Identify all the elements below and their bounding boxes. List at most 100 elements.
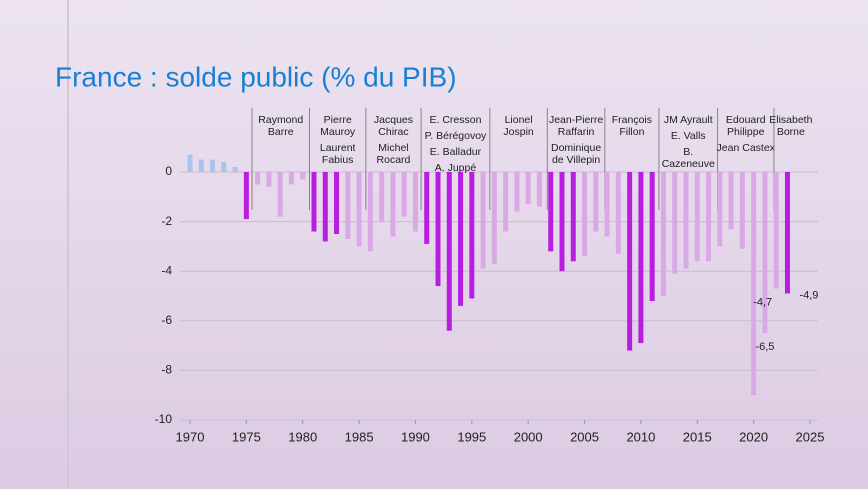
bar bbox=[255, 172, 261, 185]
bar bbox=[683, 172, 689, 269]
bar bbox=[694, 172, 700, 262]
government-name: Jacques bbox=[374, 114, 413, 126]
government-name: Michel bbox=[378, 142, 408, 154]
bar bbox=[412, 172, 418, 232]
bar bbox=[356, 172, 362, 247]
chart-title: France : solde public (% du PIB) bbox=[55, 61, 457, 92]
bar bbox=[751, 172, 757, 396]
government-name: Jean Castex bbox=[717, 142, 776, 154]
x-tick-label: 2020 bbox=[739, 429, 768, 444]
bar bbox=[615, 172, 621, 254]
bar bbox=[649, 172, 655, 301]
government-name: de Villepin bbox=[552, 154, 600, 166]
government-name: E. Balladur bbox=[430, 146, 482, 158]
x-tick-label: 1985 bbox=[345, 429, 374, 444]
y-tick-label: -2 bbox=[161, 214, 172, 228]
bar bbox=[773, 172, 779, 289]
value-label: -4,7 bbox=[753, 296, 772, 308]
bar bbox=[706, 172, 712, 262]
x-tick-label: 2000 bbox=[514, 429, 543, 444]
bar bbox=[762, 172, 768, 334]
bar bbox=[536, 172, 542, 207]
bar bbox=[717, 172, 723, 247]
government-name: Fabius bbox=[322, 154, 354, 166]
bar bbox=[604, 172, 610, 237]
bar bbox=[480, 172, 486, 269]
x-tick-label: 2025 bbox=[796, 429, 825, 444]
bar bbox=[559, 172, 565, 272]
government-name: Elisabeth bbox=[769, 114, 812, 126]
government-name: Raymond bbox=[258, 114, 303, 126]
government-name: Chirac bbox=[378, 126, 408, 138]
government-name: Borne bbox=[777, 126, 805, 138]
government-name: Lionel bbox=[505, 114, 533, 126]
bar bbox=[638, 172, 644, 344]
government-name: Barre bbox=[268, 126, 294, 138]
bar bbox=[221, 162, 227, 172]
x-tick-label: 1995 bbox=[457, 429, 486, 444]
x-tick-label: 1990 bbox=[401, 429, 430, 444]
value-label: -4,9 bbox=[799, 289, 818, 301]
bar bbox=[210, 159, 216, 172]
bar bbox=[198, 159, 204, 172]
bar bbox=[503, 172, 509, 232]
bar bbox=[739, 172, 745, 249]
government-name: François bbox=[612, 114, 652, 126]
bar bbox=[672, 172, 678, 274]
bar bbox=[525, 172, 531, 205]
government-name: Jean-Pierre bbox=[549, 114, 603, 126]
y-tick-label: -8 bbox=[161, 363, 172, 377]
y-tick-label: 0 bbox=[165, 164, 172, 178]
bar bbox=[491, 172, 497, 264]
x-tick-label: 1975 bbox=[232, 429, 261, 444]
government-name: A. Juppé bbox=[435, 162, 477, 174]
bar bbox=[627, 172, 633, 351]
government-name: E. Cresson bbox=[430, 114, 482, 126]
bar bbox=[232, 167, 238, 172]
government-name: Philippe bbox=[727, 126, 765, 138]
government-name: Raffarin bbox=[558, 126, 595, 138]
bar bbox=[458, 172, 464, 306]
y-tick-label: -10 bbox=[155, 412, 173, 426]
bar bbox=[593, 172, 599, 232]
bar bbox=[424, 172, 430, 244]
bar bbox=[334, 172, 340, 234]
bar bbox=[401, 172, 407, 217]
government-name: B. bbox=[683, 146, 693, 158]
bar bbox=[784, 172, 790, 294]
government-name: Cazeneuve bbox=[662, 158, 715, 170]
government-name: Mauroy bbox=[320, 126, 356, 138]
bar bbox=[728, 172, 734, 230]
bar bbox=[311, 172, 317, 232]
bar bbox=[379, 172, 385, 222]
bar bbox=[266, 172, 272, 187]
government-name: Fillon bbox=[619, 126, 644, 138]
bar bbox=[243, 172, 249, 220]
x-tick-label: 2010 bbox=[626, 429, 655, 444]
bar bbox=[548, 172, 554, 252]
bar bbox=[446, 172, 452, 331]
x-tick-label: 2015 bbox=[683, 429, 712, 444]
bar bbox=[469, 172, 475, 299]
y-tick-label: -4 bbox=[161, 263, 172, 277]
bar bbox=[435, 172, 441, 287]
bar bbox=[345, 172, 351, 239]
bar bbox=[582, 172, 588, 257]
government-name: P. Bérégovoy bbox=[425, 130, 487, 142]
bar bbox=[288, 172, 294, 185]
bar bbox=[660, 172, 666, 296]
bar bbox=[570, 172, 576, 262]
x-tick-label: 1970 bbox=[176, 429, 205, 444]
government-name: JM Ayrault bbox=[664, 114, 713, 126]
y-tick-label: -6 bbox=[161, 313, 172, 327]
government-name: Rocard bbox=[377, 154, 411, 166]
value-label: -6,5 bbox=[755, 341, 774, 353]
bar bbox=[367, 172, 373, 252]
x-tick-label: 2005 bbox=[570, 429, 599, 444]
bar bbox=[277, 172, 283, 217]
government-name: E. Valls bbox=[671, 130, 706, 142]
x-tick-label: 1980 bbox=[288, 429, 317, 444]
government-name: Laurent bbox=[320, 142, 356, 154]
